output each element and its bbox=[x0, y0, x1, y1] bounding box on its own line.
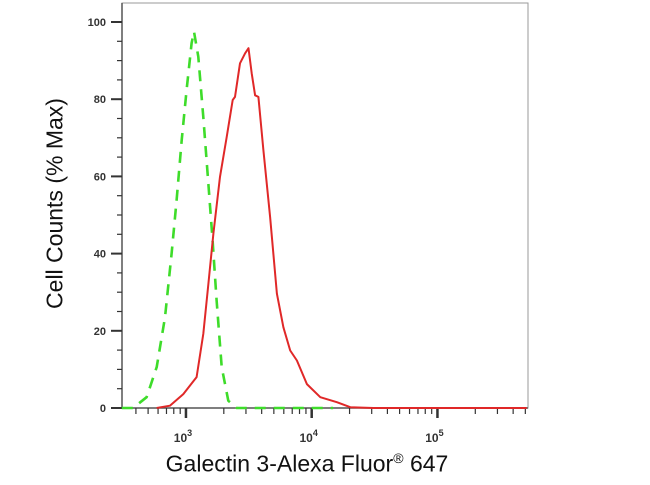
x-axis-label-text: Galectin 3-Alexa Fluor bbox=[165, 450, 394, 477]
y-tick-label: 60 bbox=[94, 171, 106, 183]
x-axis-label: Galectin 3-Alexa Fluor® 647 bbox=[122, 450, 492, 478]
y-tick-label: 0 bbox=[100, 403, 106, 415]
plot-frame bbox=[121, 2, 529, 409]
x-tick-label: 104 bbox=[300, 428, 318, 445]
control-histogram-line bbox=[121, 30, 334, 410]
y-tick-label: 20 bbox=[94, 326, 106, 338]
y-tick-label: 80 bbox=[94, 94, 106, 106]
y-tick-label: 100 bbox=[88, 17, 106, 29]
y-tick-label: 40 bbox=[94, 249, 106, 261]
sample-histogram-line bbox=[156, 47, 527, 409]
x-axis-label-suffix: 647 bbox=[409, 450, 449, 477]
y-axis-label: Cell Counts (% Max) bbox=[41, 98, 68, 309]
x-tick-label: 103 bbox=[174, 428, 192, 445]
registered-mark: ® bbox=[393, 450, 404, 466]
x-tick-label: 105 bbox=[425, 428, 443, 445]
